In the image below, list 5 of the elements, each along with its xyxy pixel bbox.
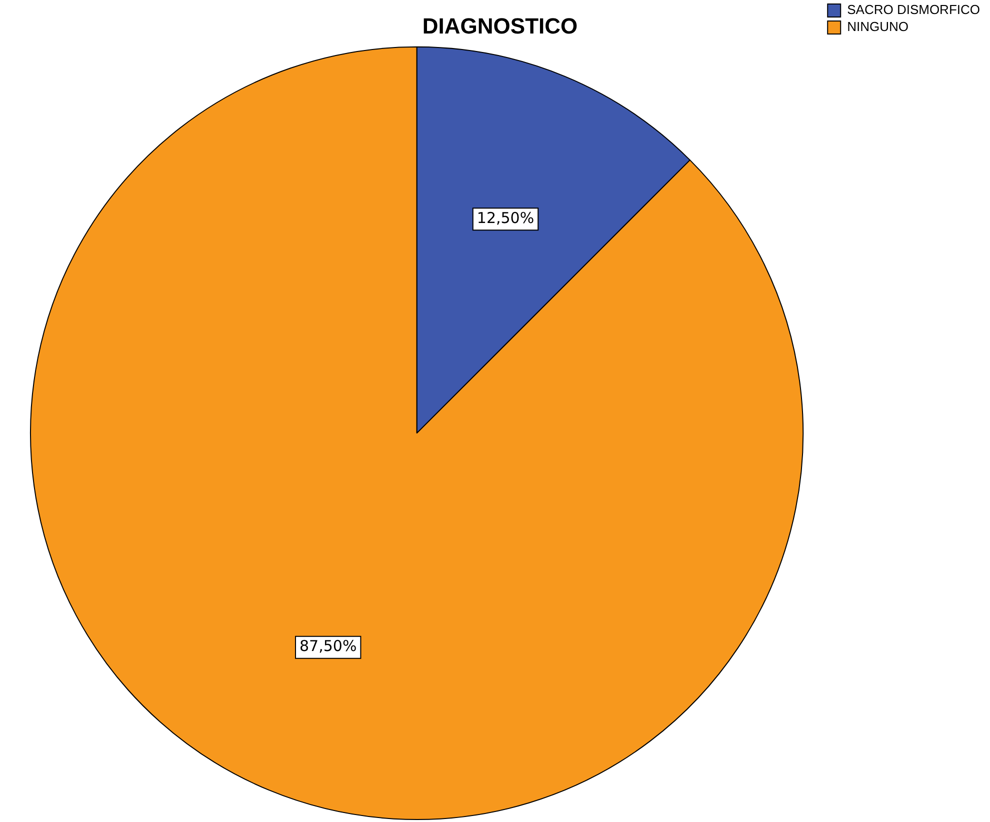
legend-label: NINGUNO bbox=[847, 19, 908, 34]
text: DIAGNOSTICO bbox=[422, 13, 578, 38]
legend-label: SACRO DISMORFICO bbox=[847, 2, 980, 18]
data-label: 87,50% bbox=[300, 637, 357, 656]
data-label: 12,50% bbox=[476, 208, 534, 227]
